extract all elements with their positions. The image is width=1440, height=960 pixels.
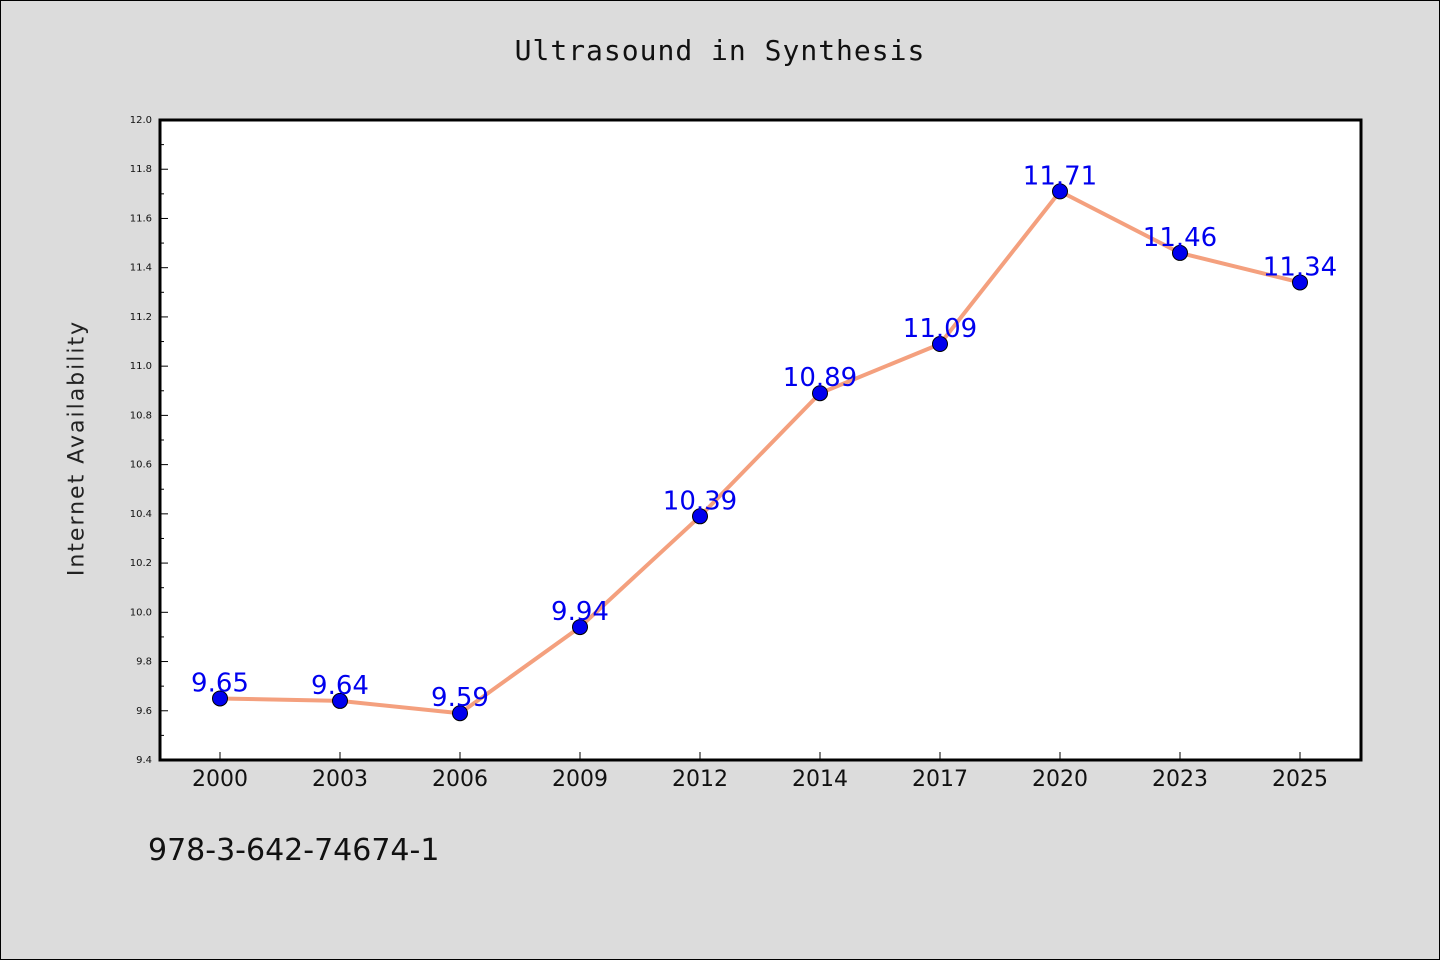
y-axis: 9.4 9.6 9.8 10.0 10.2 10.4 10.6 10.8 11.0 11.2 11.…: [130, 115, 168, 766]
plot-area: [160, 120, 1361, 760]
x-tick-label: 2014: [792, 767, 848, 792]
data-label: 10.89: [783, 363, 857, 393]
series-line: [219, 189, 1301, 716]
y-tick-label: 11.8: [130, 164, 152, 175]
y-tick-label: 10.0: [130, 607, 152, 618]
data-label: 11.34: [1263, 252, 1337, 282]
x-tick-label: 2012: [672, 767, 728, 792]
data-points: [212, 183, 1308, 722]
x-tick-label: 2017: [912, 767, 968, 792]
data-point: [692, 508, 708, 525]
footer-code: 978-3-642-74674-1: [148, 833, 440, 868]
y-tick-label: 11.0: [130, 361, 152, 372]
y-tick-label: 10.2: [130, 558, 152, 569]
y-tick-label: 9.4: [136, 755, 152, 766]
y-tick-label: 10.6: [130, 460, 152, 471]
data-label: 9.64: [311, 671, 369, 701]
data-label: 9.65: [191, 668, 249, 698]
x-tick-label: 2000: [192, 767, 248, 792]
x-tick-label: 2025: [1272, 767, 1328, 792]
data-point: [812, 385, 828, 402]
x-tick-label: 2006: [432, 767, 488, 792]
y-tick-label: 11.6: [130, 213, 152, 224]
data-point: [572, 619, 588, 636]
data-label: 9.59: [431, 683, 489, 713]
data-label: 11.71: [1023, 161, 1097, 191]
chart-title: Ultrasound in Synthesis: [514, 34, 926, 67]
plot-border: [158, 118, 1363, 762]
y-tick-label: 10.8: [130, 410, 152, 421]
data-point: [452, 705, 468, 722]
y-tick-label: 9.8: [136, 657, 152, 668]
data-labels: 9.65 9.64 9.59 9.94 10.39 10.89 11.09 11.71 11.4…: [191, 161, 1337, 713]
y-tick-label: 12.0: [130, 115, 152, 126]
data-label: 9.94: [551, 597, 609, 627]
data-point: [932, 336, 948, 352]
x-tick-label: 2003: [312, 767, 368, 792]
y-axis-label: Internet Availability: [64, 319, 90, 577]
data-point: [1172, 244, 1188, 261]
y-tick-label: 10.4: [130, 509, 152, 520]
data-label: 10.39: [663, 486, 737, 516]
x-axis: 2000 2003 2006 2009 2012 2014 2017 2020 2023 2025: [192, 752, 1328, 792]
x-tick-label: 2020: [1032, 767, 1088, 792]
data-point: [332, 692, 348, 709]
x-tick-label: 2009: [552, 767, 608, 792]
y-tick-label: 11.4: [130, 263, 152, 274]
data-label: 11.46: [1143, 223, 1217, 253]
data-point: [1292, 274, 1308, 291]
y-tick-label: 11.2: [130, 312, 152, 323]
data-label: 11.09: [903, 314, 977, 344]
x-tick-label: 2023: [1152, 767, 1208, 792]
data-point: [212, 690, 228, 707]
y-tick-label: 9.6: [136, 706, 152, 717]
data-point: [1052, 183, 1068, 200]
